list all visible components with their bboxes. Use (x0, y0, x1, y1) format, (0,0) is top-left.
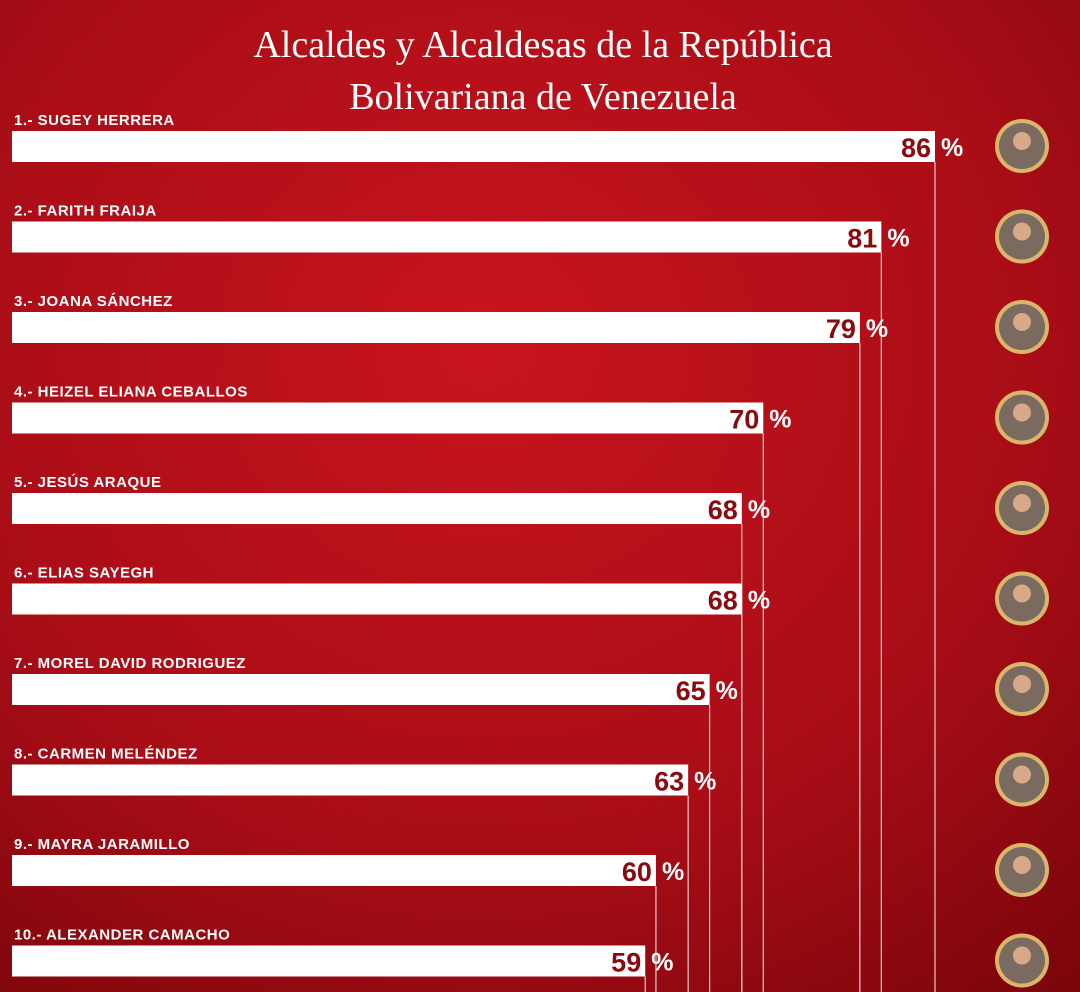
unit-label: % (769, 406, 791, 434)
unit-label: % (651, 949, 673, 977)
category-label: 6.- ELIAS SAYEGH (14, 565, 154, 582)
avatar-head (1013, 313, 1031, 331)
bar (12, 583, 742, 615)
category-label: 10.- ALEXANDER CAMACHO (14, 927, 230, 944)
unit-label: % (887, 225, 909, 253)
value-label: 68 (708, 586, 738, 616)
value-label: 81 (847, 224, 877, 254)
avatar-head (1013, 765, 1031, 784)
category-label: 9.- MAYRA JARAMILLO (14, 836, 190, 853)
value-label: 70 (729, 405, 759, 435)
bar (12, 855, 656, 886)
bar (12, 402, 764, 434)
category-label: 1.- SUGEY HERRERA (14, 112, 175, 129)
value-label: 59 (611, 948, 641, 978)
avatar-head (1013, 675, 1031, 693)
category-label: 2.- FARITH FRAIJA (14, 203, 157, 220)
category-label: 5.- JESÚS ARAQUE (14, 473, 161, 491)
unit-label: % (716, 677, 738, 705)
bar (12, 945, 646, 977)
value-label: 63 (654, 767, 684, 797)
bar (12, 764, 689, 796)
bar (12, 493, 742, 524)
unit-label: % (662, 858, 684, 886)
value-label: 65 (676, 676, 706, 706)
unit-label: % (866, 315, 888, 343)
bar (12, 131, 935, 162)
avatar-head (1013, 222, 1031, 241)
avatar-head (1013, 494, 1031, 512)
unit-label: % (748, 587, 770, 615)
avatar-head (1013, 403, 1031, 422)
value-label: 79 (826, 314, 856, 344)
unit-label: % (941, 134, 963, 162)
unit-label: % (694, 768, 716, 796)
bar (12, 312, 860, 343)
avatar-head (1013, 946, 1031, 965)
category-label: 4.- HEIZEL ELIANA CEBALLOS (14, 384, 248, 401)
unit-label: % (748, 496, 770, 524)
category-label: 7.- MOREL DAVID RODRIGUEZ (14, 655, 246, 672)
chart-title: Bolivariana de Venezuela (349, 76, 737, 118)
chart-title: Alcaldes y Alcaldesas de la República (253, 24, 832, 66)
avatar-head (1013, 132, 1031, 150)
bar (12, 221, 882, 253)
value-label: 60 (622, 857, 652, 887)
value-label: 86 (901, 133, 931, 163)
category-label: 3.- JOANA SÁNCHEZ (14, 293, 173, 310)
value-label: 68 (708, 495, 738, 525)
bar (12, 674, 710, 705)
avatar-head (1013, 856, 1031, 874)
avatar-head (1013, 584, 1031, 603)
category-label: 8.- CARMEN MELÉNDEZ (14, 746, 198, 763)
